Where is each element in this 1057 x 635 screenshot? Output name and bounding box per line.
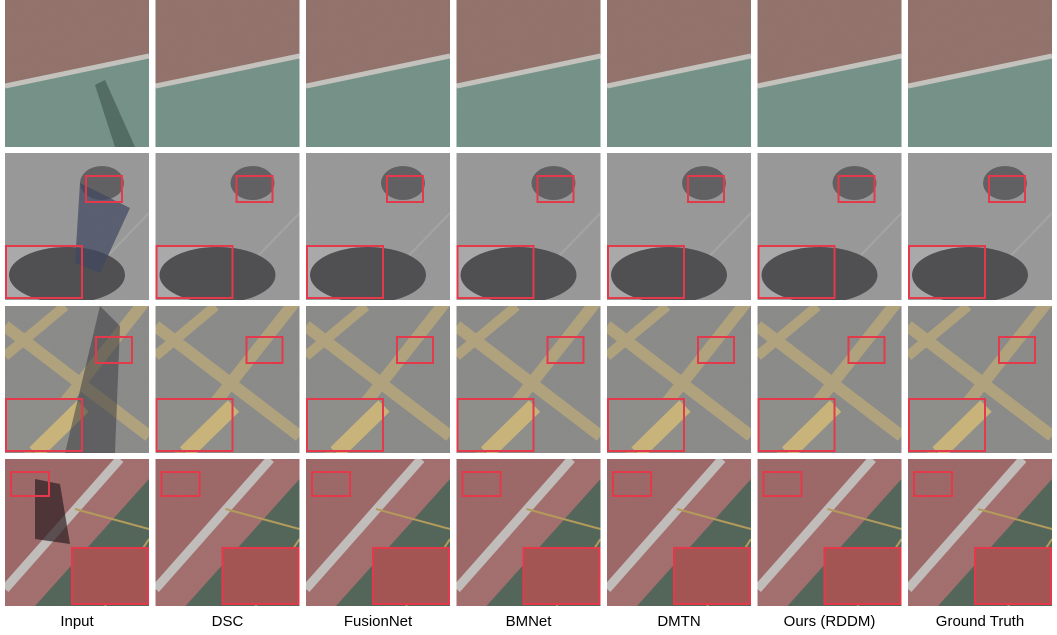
image-tile [908,153,1052,303]
image [908,459,1052,606]
image [908,0,1052,147]
image-tile [156,0,300,147]
image [908,153,1052,303]
image-tile [5,0,149,147]
image-tile [457,0,601,147]
image-tile [908,0,1052,147]
image [607,0,751,147]
image-tile [607,0,751,147]
image [156,0,300,147]
image [457,459,601,606]
image [758,296,902,453]
image [758,153,902,303]
image-tile [908,459,1052,606]
image-tile [758,459,902,606]
image [156,296,300,453]
image [306,0,450,147]
image [5,459,149,606]
image-tile [306,153,450,303]
image-tile [5,296,149,453]
image [908,296,1052,453]
image-tile [457,296,601,453]
column-label: FusionNet [344,613,413,630]
image [5,0,149,147]
column-label: DSC [212,613,244,630]
column-label: BMNet [506,613,553,630]
image-tile [758,296,902,453]
image [306,296,450,453]
column-label: Input [60,613,94,630]
page: {"figure": {"columns": ["Input", "DSC", … [0,0,1057,635]
image-tile [457,459,601,606]
column-label: Ours (RDDM) [784,613,876,630]
image-tile [156,459,300,606]
image-tile [156,296,300,453]
image-tile [457,153,601,303]
image [607,153,751,303]
image-tile [306,0,450,147]
image [306,153,450,303]
image-tile [607,153,751,303]
image-tile [607,296,751,453]
image-tile [908,296,1052,453]
figure: Input DSC FusionNet BMNet DMTN Ours (RDDM) Gro… [0,0,1057,635]
image-tile [306,296,450,453]
image [607,459,751,606]
image-tile [156,153,300,303]
column-label: DMTN [657,613,700,630]
column-label: Ground Truth [936,613,1024,630]
image-tile [758,153,902,303]
image-tile [607,459,751,606]
image [457,0,601,147]
image-tile [306,459,450,606]
image [758,459,902,606]
image-tile [5,459,149,606]
image-tile [5,153,149,303]
image [156,459,300,606]
image [457,153,601,303]
image [5,153,149,303]
image [758,0,902,147]
image [607,296,751,453]
image [306,459,450,606]
image-tile [758,0,902,147]
image [156,153,300,303]
image [457,296,601,453]
